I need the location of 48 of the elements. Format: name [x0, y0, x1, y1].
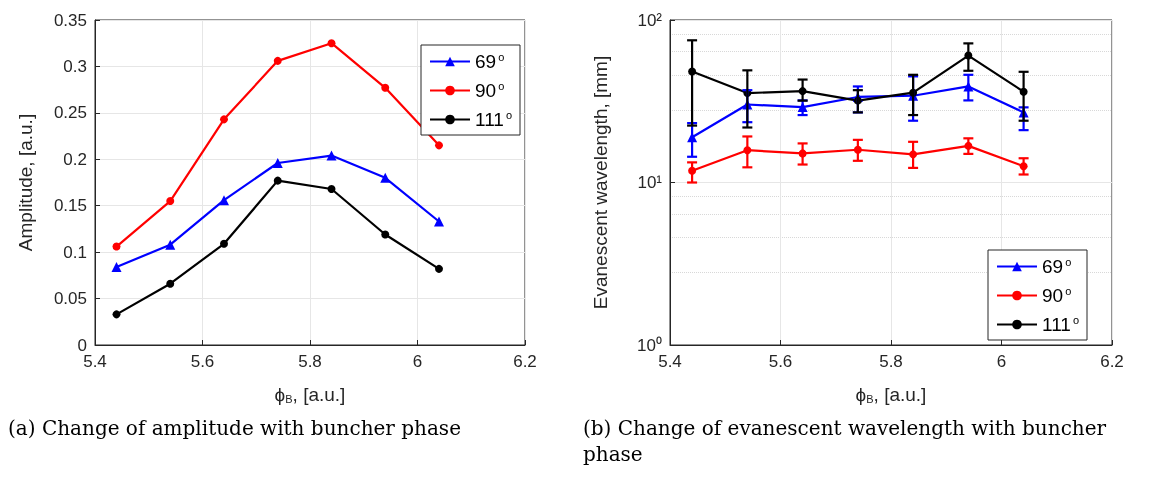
point	[219, 195, 229, 206]
y-tick-label: 0.3	[63, 56, 87, 76]
x-tick-label: 6	[412, 352, 423, 371]
x-tick-label: 5.8	[879, 352, 903, 371]
point	[272, 158, 283, 168]
point	[166, 279, 175, 288]
x-tick-label: 5.4	[83, 352, 107, 371]
x-tick-label: 5.4	[658, 352, 682, 371]
x-axis-title: ϕB, [a.u.]	[855, 384, 927, 405]
point	[220, 115, 228, 124]
y-tick-label: 0.35	[53, 10, 87, 30]
y-tick-label: 0.1	[63, 242, 87, 262]
point	[273, 176, 282, 185]
point	[112, 310, 121, 319]
x-tick-label: 6.2	[513, 352, 537, 371]
x-tick-label: 5.6	[768, 352, 793, 371]
point	[435, 264, 443, 273]
point	[166, 197, 175, 206]
y-tick-label: 0	[77, 335, 87, 355]
y-tick-label: 0.15	[53, 196, 87, 216]
y-axis-title: Amplitude, [a.u.]	[15, 113, 36, 252]
y-tick-label: 10²	[637, 10, 663, 30]
x-tick-label: 5.8	[298, 352, 322, 371]
point	[112, 242, 121, 251]
text: (a) Change of amplitude with buncher phase	[8, 415, 462, 441]
y-tick-label: 0.25	[53, 103, 87, 123]
point	[165, 239, 176, 250]
point	[111, 262, 122, 272]
y-tick-label: 0.2	[63, 149, 87, 169]
point	[327, 185, 336, 193]
y-tick-label: 0.05	[53, 289, 87, 309]
point	[435, 141, 443, 150]
point	[273, 56, 282, 65]
x-tick-label: 6	[996, 352, 1007, 371]
point	[326, 150, 337, 161]
x-tick-label: 5.6	[190, 352, 215, 371]
x-tick-label: 6.2	[1100, 352, 1124, 371]
y-tick-label: 10¹	[637, 173, 663, 192]
text: (b) Change of evanescent wavelength with buncher phase	[583, 415, 1108, 467]
point	[327, 39, 336, 48]
point	[381, 83, 390, 92]
point	[381, 230, 390, 239]
point	[434, 216, 444, 227]
y-tick-label: 10⁰	[637, 335, 662, 355]
y-axis-title: Evanescent wavelength, [mm]	[590, 55, 611, 310]
point	[220, 239, 228, 248]
point	[380, 172, 391, 183]
x-axis-title: ϕB, [a.u.]	[274, 384, 346, 405]
